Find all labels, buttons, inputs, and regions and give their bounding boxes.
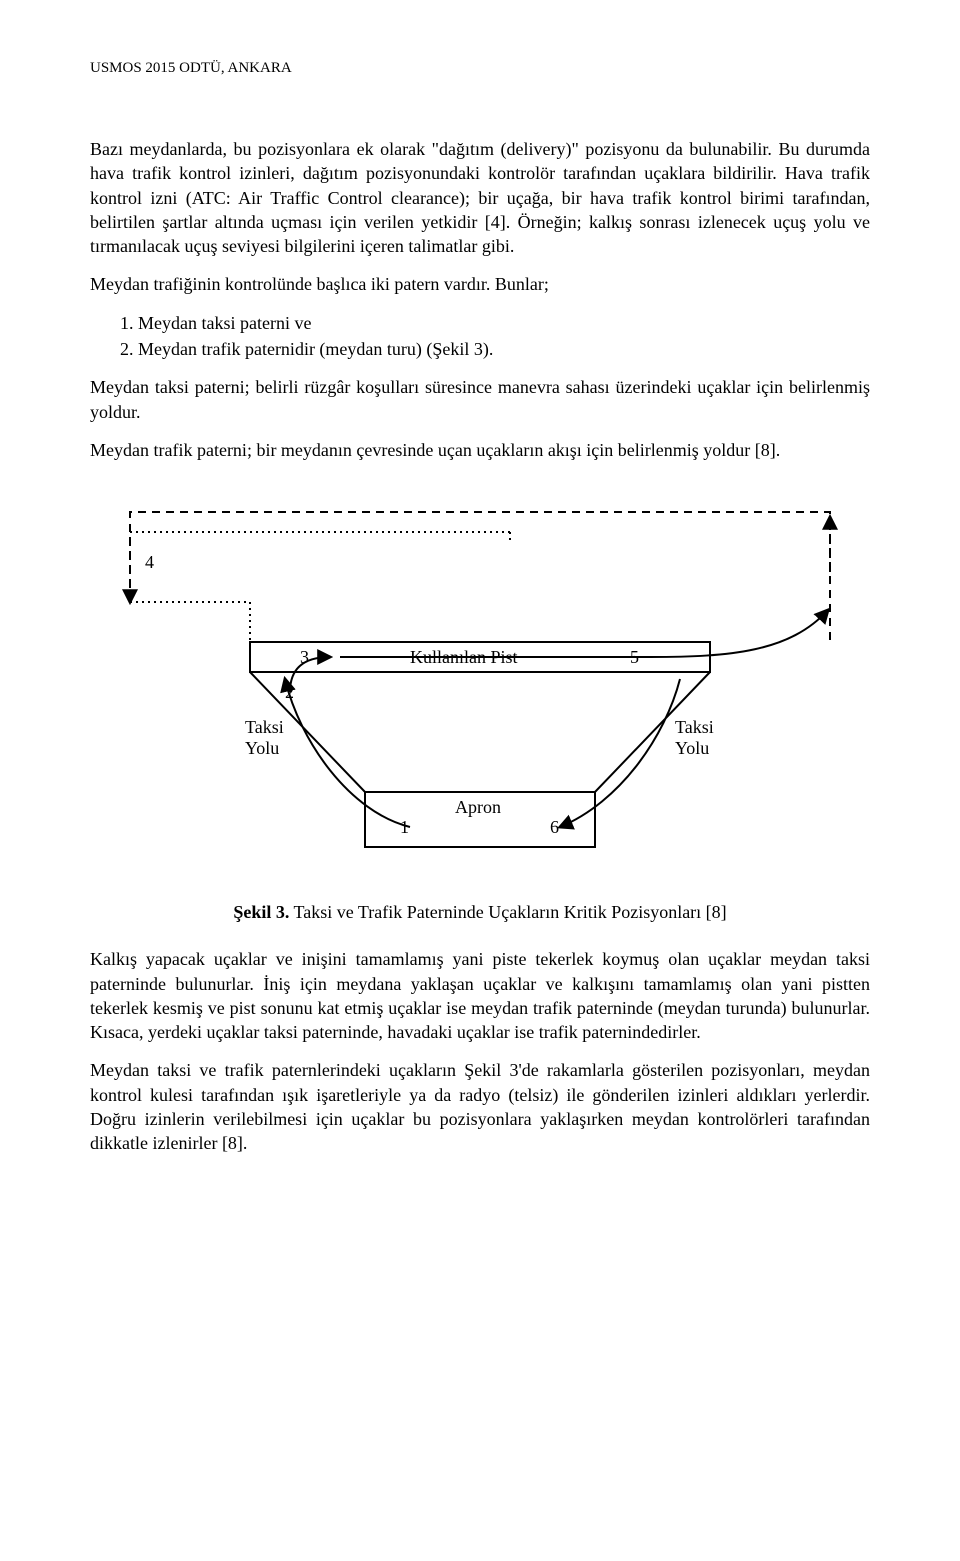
fig-label-taxi-right: Taksi Yolu [675, 717, 714, 759]
pattern-list: Meydan taksi paterni ve Meydan trafik pa… [90, 311, 870, 362]
figure-3-caption: Şekil 3. Taksi ve Trafik Paterninde Uçak… [90, 902, 870, 923]
paragraph-6: Meydan taksi ve trafik paternlerindeki u… [90, 1058, 870, 1155]
list-item-1: Meydan taksi paterni ve [138, 311, 870, 335]
paragraph-5: Kalkış yapacak uçaklar ve inişini tamaml… [90, 947, 870, 1044]
paragraph-2: Meydan trafiğinin kontrolünde başlıca ik… [90, 272, 870, 296]
figure-3: 4 3 Kullanılan Pist 5 2 Taksi Yolu Taksi… [90, 482, 870, 882]
paragraph-1: Bazı meydanlarda, bu pozisyonlara ek ola… [90, 137, 870, 258]
caption-text: Taksi ve Trafik Paterninde Uçakların Kri… [289, 902, 726, 922]
paragraph-4: Meydan trafik paterni; bir meydanın çevr… [90, 438, 870, 462]
page-header: USMOS 2015 ODTÜ, ANKARA [90, 60, 870, 77]
fig-label-3: 3 [300, 647, 309, 668]
fig-label-1: 1 [400, 817, 409, 838]
page: USMOS 2015 ODTÜ, ANKARA Bazı meydanlarda… [0, 0, 960, 1230]
fig-label-4: 4 [145, 552, 154, 573]
fig-label-runway: Kullanılan Pist [410, 647, 518, 668]
fig-label-2: 2 [285, 682, 294, 703]
fig-label-taxi-left: Taksi Yolu [245, 717, 284, 759]
list-item-2: Meydan trafik paternidir (meydan turu) (… [138, 337, 870, 361]
fig-label-6: 6 [550, 817, 559, 838]
fig-label-5: 5 [630, 647, 639, 668]
caption-bold: Şekil 3. [233, 902, 289, 922]
traffic-pattern-diagram [90, 482, 870, 882]
paragraph-3: Meydan taksi paterni; belirli rüzgâr koş… [90, 375, 870, 424]
fig-label-apron: Apron [455, 797, 501, 818]
